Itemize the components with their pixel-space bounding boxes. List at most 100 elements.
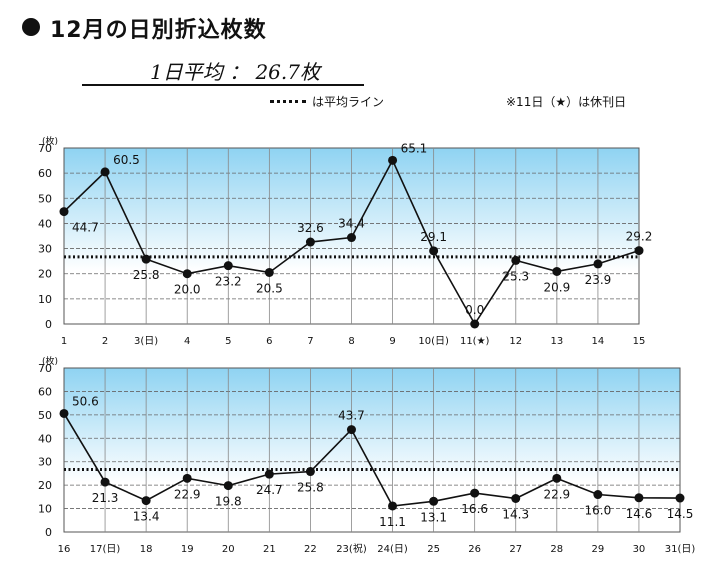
data-point: [100, 477, 110, 487]
data-label: 20.9: [543, 280, 570, 294]
data-point: [552, 266, 562, 276]
y-tick-label: 50: [38, 409, 52, 422]
y-tick-label: 60: [38, 167, 52, 180]
x-tick-label: 4: [184, 336, 190, 347]
title-bullet-icon: [22, 18, 40, 36]
data-label: 22.9: [543, 487, 570, 501]
data-label: 23.2: [215, 275, 242, 289]
x-tick-label: 15: [633, 336, 646, 347]
x-tick-label: 7: [307, 336, 313, 347]
data-point: [182, 269, 192, 279]
data-label: 14.5: [667, 507, 694, 521]
data-label: 20.5: [256, 281, 283, 295]
y-tick-label: 0: [45, 318, 52, 331]
x-tick-label: 9: [389, 336, 395, 347]
x-tick-label: 19: [181, 544, 194, 555]
y-axis-label: (枚): [42, 355, 58, 367]
data-label: 19.8: [215, 495, 242, 509]
data-label: 11.1: [379, 515, 406, 529]
data-point: [511, 493, 521, 503]
x-tick-label: 5: [225, 336, 231, 347]
data-label: 50.6: [72, 394, 99, 408]
x-tick-label: 17(日): [90, 544, 121, 555]
data-point: [346, 425, 356, 435]
y-tick-label: 10: [38, 293, 52, 306]
x-tick-label: 24(日): [377, 544, 408, 555]
x-tick-label: 20: [222, 544, 235, 555]
x-tick-label: 2: [102, 336, 108, 347]
data-label: 44.7: [72, 221, 99, 235]
y-tick-label: 60: [38, 385, 52, 398]
x-tick-label: 26: [468, 544, 481, 555]
data-label: 24.7: [256, 483, 283, 497]
data-label: 43.7: [338, 409, 365, 423]
x-tick-label: 28: [550, 544, 563, 555]
y-tick-label: 30: [38, 243, 52, 256]
data-point: [593, 490, 603, 500]
x-tick-label: 27: [509, 544, 522, 555]
data-point: [511, 255, 521, 265]
data-label: 16.6: [461, 502, 488, 516]
x-tick-label: 16: [58, 544, 71, 555]
plot-area: [63, 367, 681, 533]
data-label: 25.3: [502, 269, 529, 283]
data-label: 65.1: [401, 141, 428, 155]
y-tick-label: 70: [38, 362, 52, 375]
data-point: [305, 237, 315, 247]
data-label: 20.0: [174, 283, 201, 297]
data-label: 29.2: [626, 230, 653, 244]
y-tick-label: 50: [38, 192, 52, 205]
data-point: [223, 261, 233, 271]
x-tick-label: 12: [509, 336, 522, 347]
data-point: [470, 488, 480, 498]
x-tick-label: 31(日): [665, 544, 696, 555]
x-tick-label: 10(日): [418, 336, 449, 347]
data-label: 32.6: [297, 221, 324, 235]
x-tick-label: 1: [61, 336, 67, 347]
data-point: [59, 408, 69, 418]
data-label: 21.3: [92, 491, 119, 505]
chart-2: 0 10 20 30 40 50 60 70(枚) 16 17(日) 18 19 20 21 22 23(祝)…: [38, 355, 695, 555]
x-tick-label: 23(祝): [336, 542, 367, 555]
x-tick-label: 13: [550, 336, 563, 347]
series-line: [63, 413, 681, 507]
y-tick-label: 40: [38, 432, 52, 445]
data-point: [593, 259, 603, 269]
data-point: [634, 246, 644, 256]
x-tick-label: 8: [348, 336, 354, 347]
data-label: 13.4: [133, 510, 160, 524]
data-label: 29.1: [420, 230, 447, 244]
data-label: 13.1: [420, 510, 447, 524]
holiday-note: ※11日（★）は休刊日: [506, 95, 627, 109]
data-point: [223, 481, 233, 491]
y-tick-label: 70: [38, 142, 52, 155]
data-label: 23.9: [585, 273, 612, 287]
data-point: [264, 469, 274, 479]
y-tick-label: 30: [38, 456, 52, 469]
data-point: [182, 473, 192, 483]
data-label: 22.9: [174, 487, 201, 501]
daily-average: 1日平均 ： 26.7枚: [150, 60, 320, 84]
data-point: [141, 254, 151, 264]
average-line-legend-icon: [270, 100, 306, 103]
y-tick-label: 20: [38, 268, 52, 281]
x-tick-label: 22: [304, 544, 317, 555]
average-underline: [82, 84, 364, 86]
y-axis-label: (枚): [42, 135, 58, 147]
x-tick-label: 21: [263, 544, 276, 555]
data-label: 60.5: [113, 153, 140, 167]
data-label: 25.8: [297, 481, 324, 495]
y-tick-label: 20: [38, 479, 52, 492]
data-point: [388, 501, 398, 511]
data-label: 16.0: [585, 504, 612, 518]
data-point: [59, 207, 69, 217]
y-tick-label: 0: [45, 526, 52, 539]
data-label: 34.4: [338, 217, 365, 231]
x-tick-label: 6: [266, 336, 272, 347]
data-point: [675, 493, 685, 503]
data-point: [347, 233, 356, 243]
x-tick-label: 30: [633, 544, 646, 555]
data-point: [388, 155, 398, 165]
